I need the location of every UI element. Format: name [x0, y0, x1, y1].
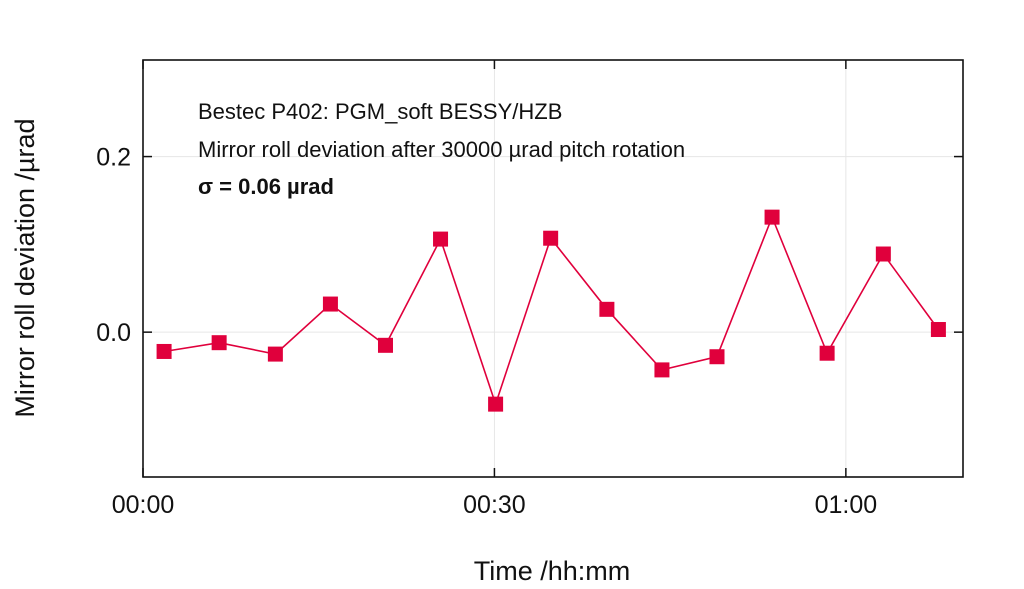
data-point: [377, 337, 393, 353]
data-point: [488, 396, 504, 412]
data-point: [433, 231, 449, 247]
data-point: [875, 246, 891, 262]
annotation-sigma: σ = 0.06 µrad: [198, 174, 334, 199]
x-tick-label: 00:00: [112, 491, 175, 519]
data-point: [709, 349, 725, 365]
x-tick-label: 01:00: [815, 491, 878, 519]
annotation-line-1: Bestec P402: PGM_soft BESSY/HZB: [198, 99, 562, 124]
data-point: [764, 209, 780, 225]
data-point: [267, 346, 283, 362]
data-point: [211, 335, 227, 351]
plot-frame: [142, 59, 964, 478]
annotation-block: Bestec P402: PGM_soft BESSY/HZB Mirror r…: [198, 99, 685, 199]
data-point: [930, 322, 946, 338]
data-point: [599, 301, 615, 317]
x-tick-label: 00:30: [463, 491, 526, 519]
data-point: [819, 345, 835, 361]
x-axis-label: Time /hh:mm: [474, 556, 631, 586]
axis-ticks: 00:00 00:30 01:00 0.0 0.2: [96, 60, 963, 519]
data-point: [322, 296, 338, 312]
annotation-line-2: Mirror roll deviation after 30000 µrad p…: [198, 137, 685, 162]
data-point: [654, 362, 670, 378]
y-axis-label: Mirror roll deviation /µrad: [10, 118, 40, 417]
data-point: [543, 230, 559, 246]
data-point: [156, 343, 172, 359]
data-series: [156, 209, 946, 412]
y-tick-label: 0.2: [96, 144, 131, 172]
y-tick-label: 0.0: [96, 319, 131, 347]
